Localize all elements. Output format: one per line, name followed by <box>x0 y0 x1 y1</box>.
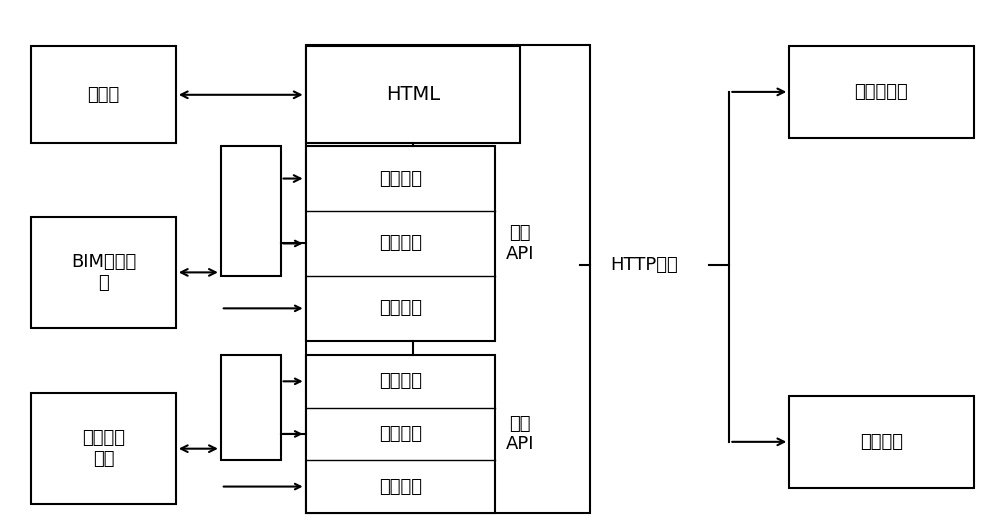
Bar <box>31 46 176 143</box>
Bar <box>306 355 495 513</box>
Text: HTML: HTML <box>386 85 440 104</box>
Text: 外部
API: 外部 API <box>506 224 534 263</box>
Bar <box>31 394 176 504</box>
Bar <box>221 146 281 276</box>
Text: 内部
API: 内部 API <box>506 415 534 453</box>
Text: 浏览器: 浏览器 <box>87 86 120 104</box>
Text: 设置状态: 设置状态 <box>379 372 422 390</box>
Text: 文件系统: 文件系统 <box>860 433 903 451</box>
Text: 文件上传: 文件上传 <box>379 170 422 188</box>
Bar <box>306 146 495 341</box>
Text: 监控数据: 监控数据 <box>379 478 422 496</box>
Bar <box>789 396 974 488</box>
Text: 结果读取: 结果读取 <box>379 299 422 317</box>
Text: 状态查询: 状态查询 <box>379 234 422 252</box>
Text: BIM设计程
序: BIM设计程 序 <box>71 253 136 292</box>
Bar <box>306 46 520 143</box>
Bar <box>31 217 176 327</box>
Bar <box>789 46 974 138</box>
Text: 任务数据库: 任务数据库 <box>855 83 908 101</box>
Bar <box>306 44 590 513</box>
Text: HTTP服务: HTTP服务 <box>611 256 678 273</box>
Bar <box>221 355 281 460</box>
Text: 任务执行
程序: 任务执行 程序 <box>82 429 125 468</box>
Text: 更新结果: 更新结果 <box>379 425 422 443</box>
